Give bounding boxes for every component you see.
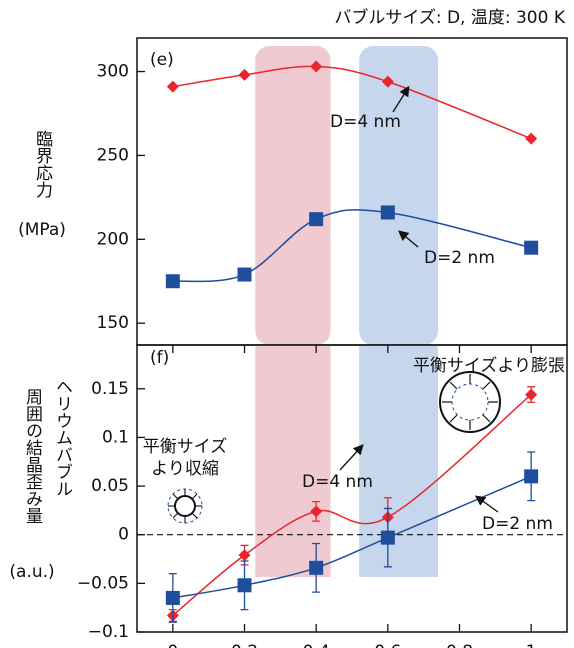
x-tick-label: 0.8: [446, 642, 473, 648]
marker: [237, 267, 252, 282]
marker: [524, 469, 539, 484]
plot-frame: [136, 37, 568, 346]
marker: [310, 505, 323, 518]
plot-frame: [136, 344, 568, 633]
plot-layers: 150 200 250 300 −0.1 −0.05 0 0.05 0.1 0.15 0 0.2 0.4…: [77, 37, 568, 648]
marker: [380, 205, 395, 220]
x-tick-label: 0.6: [374, 642, 401, 648]
y-axis-label: (MPa): [18, 220, 66, 240]
highlight-band: [255, 46, 331, 345]
marker: [166, 80, 179, 93]
x-tick-label: 0: [167, 642, 178, 648]
y-tick-label: 300: [97, 62, 129, 82]
series-label: D=4 nm: [302, 472, 373, 492]
y-axis-label: ヘリウムバブル: [52, 378, 72, 497]
marker: [165, 274, 180, 289]
annotation: 平衡サイズより膨張: [413, 356, 565, 376]
marker: [238, 68, 251, 81]
shrink-icon: [167, 488, 203, 524]
arrows: [339, 85, 499, 513]
marker: [309, 212, 324, 227]
series-line: [172, 475, 532, 599]
highlight-band: [255, 345, 331, 577]
series-line: [172, 394, 532, 617]
y-tick-label: 0.15: [91, 379, 129, 399]
y-tick-label: −0.1: [88, 622, 129, 642]
series-label: D=2 nm: [424, 248, 495, 268]
series-line: [172, 65, 532, 140]
expand-icon: [439, 371, 501, 433]
y-tick-label: 250: [97, 145, 129, 165]
y-axis-label: (a.u.): [9, 562, 54, 582]
series-line: [172, 209, 532, 283]
panel-label: (e): [150, 50, 174, 70]
marker: [237, 578, 252, 593]
x-tick-label: 1: [526, 642, 537, 648]
x-tick-label: 0.4: [303, 642, 330, 648]
marker: [380, 530, 395, 545]
y-tick-label: 200: [97, 229, 129, 249]
marker: [310, 60, 323, 73]
annotation: 平衡サイズ: [143, 437, 228, 457]
panel-label: (f): [150, 348, 169, 368]
x-tick-label: 0.2: [231, 642, 258, 648]
y-tick-label: 0.05: [91, 476, 129, 496]
y-tick-label: −0.05: [77, 573, 129, 593]
chart-title: バブルサイズ: D, 温度: 300 K: [334, 7, 566, 28]
y-axis-label: 周囲の結晶歪み量: [22, 388, 43, 524]
marker: [525, 132, 538, 145]
marker: [525, 388, 538, 401]
y-axis-label: 臨界応力: [32, 130, 53, 198]
marker: [309, 560, 324, 575]
marker: [524, 240, 539, 255]
y-tick-label: 150: [97, 313, 129, 333]
marker: [165, 590, 180, 605]
marker: [381, 75, 394, 88]
annotation: より収縮: [151, 459, 219, 479]
marker: [238, 549, 251, 562]
highlight-band: [359, 46, 438, 345]
y-tick-label: 0: [118, 525, 129, 545]
highlight-band: [359, 345, 438, 577]
y-tick-label: 0.1: [102, 427, 129, 447]
series-label: D=4 nm: [330, 112, 401, 132]
series-label: D=2 nm: [482, 514, 553, 534]
